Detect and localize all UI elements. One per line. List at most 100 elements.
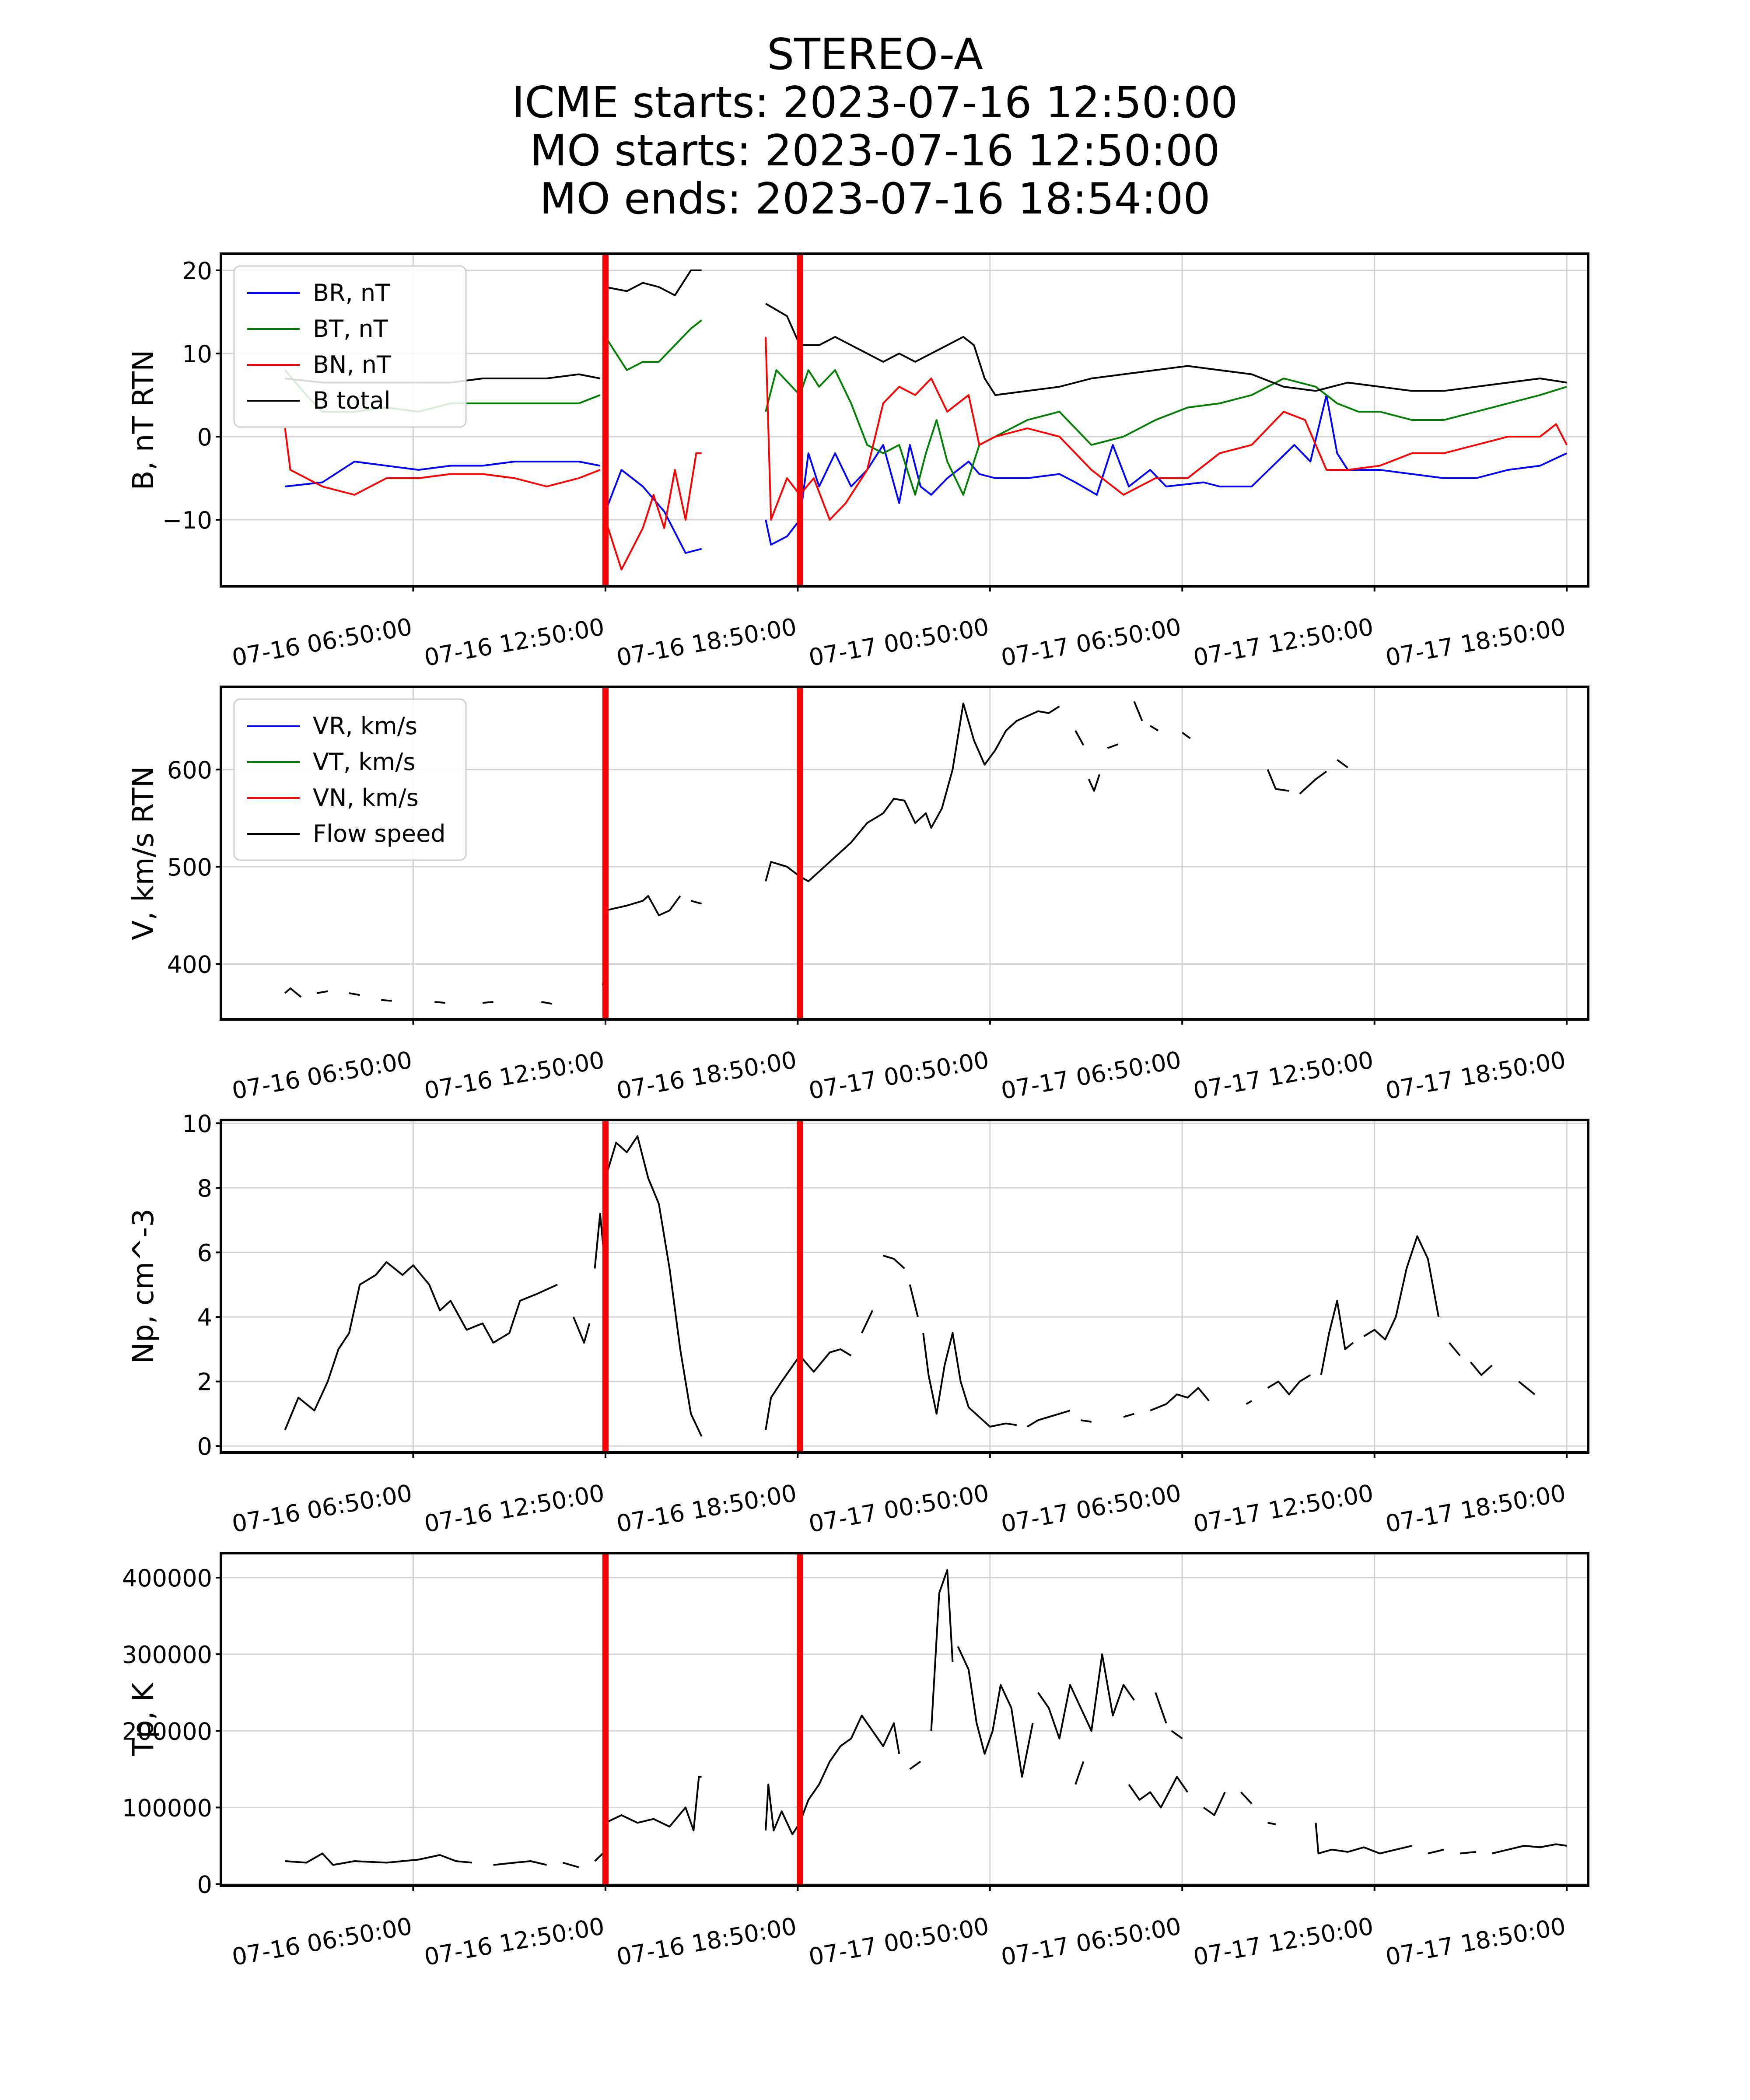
x-tick-label: 07-17 00:50:00 bbox=[807, 1046, 991, 1105]
series-line bbox=[1518, 1381, 1536, 1395]
x-tick-label: 07-17 12:50:00 bbox=[1191, 1912, 1376, 1971]
series-br-nt bbox=[765, 394, 1568, 546]
series-line bbox=[1449, 1342, 1461, 1356]
x-tick-label: 07-17 06:50:00 bbox=[999, 1912, 1183, 1971]
series-flow-speed bbox=[317, 990, 328, 994]
series-flow-speed bbox=[605, 895, 681, 917]
series-line bbox=[909, 1760, 921, 1770]
series-line bbox=[883, 1254, 905, 1269]
legend-box bbox=[233, 698, 467, 861]
series-line bbox=[1240, 1792, 1253, 1804]
x-tick-label: 07-16 06:50:00 bbox=[230, 1046, 414, 1105]
legend-label: B total bbox=[313, 387, 391, 414]
series-flow-speed bbox=[541, 1001, 553, 1005]
axes-frame bbox=[220, 1119, 1589, 1454]
series-flow-speed bbox=[482, 1001, 494, 1004]
series-line bbox=[930, 1569, 954, 1731]
axes-frame bbox=[220, 252, 1589, 588]
series-bn-nt bbox=[284, 428, 601, 496]
series-br-nt bbox=[605, 469, 702, 554]
x-tick-label: 07-16 06:50:00 bbox=[230, 613, 414, 672]
legend: VR, km/s VT, km/s VN, km/s Flow speed bbox=[233, 698, 467, 861]
y-axis-label: Tp, K bbox=[126, 1682, 160, 1757]
x-tick-label: 07-17 06:50:00 bbox=[999, 613, 1183, 672]
legend-label: VT, km/s bbox=[313, 748, 415, 776]
title-line: MO ends: 2023-07-16 18:54:00 bbox=[539, 174, 1211, 224]
series-flow-speed bbox=[381, 999, 392, 1002]
series-line bbox=[1267, 1822, 1276, 1825]
series-line bbox=[1037, 1653, 1135, 1740]
series-flow-speed bbox=[1107, 743, 1119, 749]
series-line bbox=[1074, 1761, 1085, 1785]
series-line bbox=[605, 1776, 702, 1831]
y-tick-label: 8 bbox=[197, 1175, 212, 1202]
legend-label: BR, nT bbox=[313, 279, 390, 307]
y-tick-label: 300000 bbox=[122, 1641, 212, 1669]
y-tick-label: 10 bbox=[182, 1110, 212, 1138]
x-tick-label: 07-16 12:50:00 bbox=[422, 1479, 606, 1538]
series-flow-speed bbox=[690, 900, 702, 905]
series-line bbox=[1203, 1792, 1226, 1816]
y-tick-label: 6 bbox=[197, 1239, 212, 1267]
title-line: ICME starts: 2023-07-16 12:50:00 bbox=[512, 78, 1238, 128]
y-tick-label: 0 bbox=[197, 424, 212, 451]
y-tick-label: 4 bbox=[197, 1304, 212, 1331]
series-line bbox=[1460, 1851, 1476, 1855]
legend-label: BN, nT bbox=[313, 351, 392, 378]
series-line bbox=[1428, 1848, 1444, 1855]
series-group bbox=[284, 270, 1568, 570]
y-tick-label: 400000 bbox=[122, 1564, 212, 1592]
series-line bbox=[861, 1310, 874, 1334]
x-tick-label: 07-16 18:50:00 bbox=[614, 1912, 798, 1971]
x-tick-label: 07-17 18:50:00 bbox=[1383, 1912, 1568, 1971]
x-tick-label: 07-16 18:50:00 bbox=[614, 1046, 798, 1105]
series-flow-speed bbox=[765, 702, 1060, 882]
legend-box bbox=[233, 265, 467, 428]
x-tick-label: 07-17 18:50:00 bbox=[1383, 1479, 1568, 1538]
x-tick-label: 07-17 18:50:00 bbox=[1383, 1046, 1568, 1105]
x-tick-label: 07-16 12:50:00 bbox=[422, 613, 606, 672]
series-line bbox=[285, 1852, 472, 1866]
series-line bbox=[1123, 1413, 1134, 1418]
series-flow-speed bbox=[1337, 759, 1348, 769]
x-tick-label: 07-17 18:50:00 bbox=[1383, 613, 1568, 672]
y-tick-label: 2 bbox=[197, 1368, 212, 1396]
y-tick-label: 100000 bbox=[122, 1794, 212, 1822]
series-line bbox=[1081, 1419, 1092, 1423]
y-tick-label: 0 bbox=[197, 1433, 212, 1460]
panel-3: 0 2 4 6 8 10 07-16 06:50:00 07-16 12:50:00 07-16… bbox=[126, 1110, 1589, 1538]
title-line: STEREO-A bbox=[766, 30, 984, 80]
series-flow-speed bbox=[1133, 701, 1143, 721]
series-flow-speed bbox=[349, 992, 360, 996]
y-axis-label: V, km/s RTN bbox=[126, 766, 160, 940]
series-line bbox=[284, 1261, 558, 1431]
series-line bbox=[1171, 1730, 1183, 1740]
series-line bbox=[1128, 1776, 1189, 1809]
x-tick-label: 07-17 00:50:00 bbox=[807, 613, 991, 672]
x-tick-label: 07-16 12:50:00 bbox=[422, 1046, 606, 1105]
x-tick-label: 07-17 06:50:00 bbox=[999, 1046, 1183, 1105]
series-line bbox=[1150, 1387, 1210, 1411]
y-axis-label: B, nT RTN bbox=[126, 350, 160, 490]
series-br-nt bbox=[285, 461, 601, 487]
series-flow-speed bbox=[1299, 770, 1327, 794]
series-line bbox=[1470, 1362, 1493, 1376]
legend-label: Flow speed bbox=[313, 820, 446, 847]
series-flow-speed bbox=[1074, 730, 1085, 746]
title-line: MO starts: 2023-07-16 12:50:00 bbox=[530, 126, 1220, 176]
x-tick-label: 07-16 12:50:00 bbox=[422, 1912, 606, 1971]
series-flow-speed bbox=[1088, 774, 1101, 792]
series-bn-nt bbox=[765, 336, 1568, 521]
series-line bbox=[1267, 1374, 1311, 1396]
legend: BR, nT BT, nT BN, nT B total bbox=[233, 265, 467, 428]
y-tick-label: 10 bbox=[182, 340, 212, 368]
y-tick-label: 600 bbox=[167, 756, 212, 784]
y-tick-label: −10 bbox=[162, 507, 212, 534]
x-tick-label: 07-16 06:50:00 bbox=[230, 1912, 414, 1971]
series-group bbox=[285, 1569, 1567, 1868]
y-tick-label: 200000 bbox=[122, 1718, 212, 1745]
legend-label: BT, nT bbox=[313, 315, 388, 343]
axes-frame bbox=[220, 686, 1589, 1021]
